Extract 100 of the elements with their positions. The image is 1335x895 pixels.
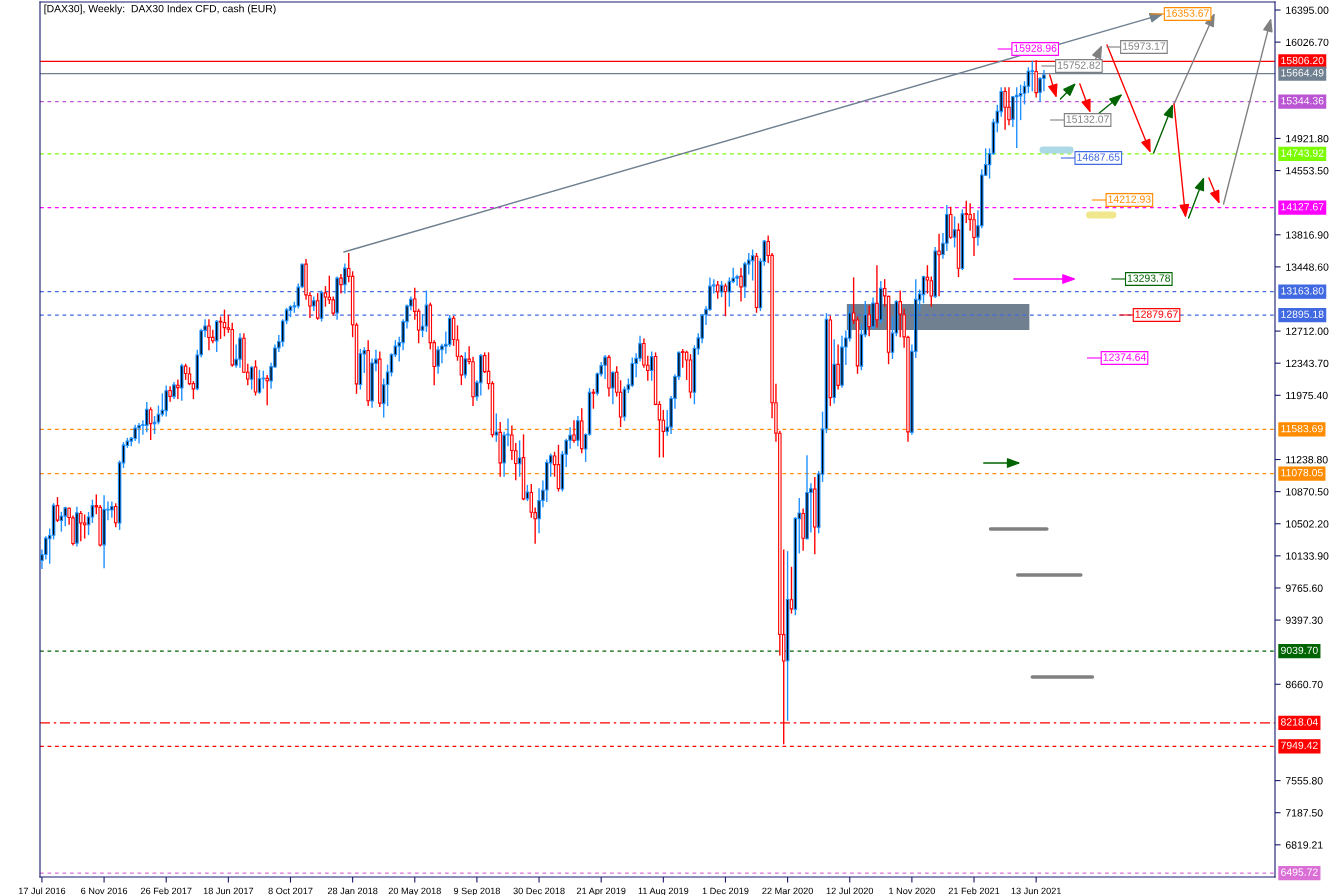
candlestick	[937, 233, 941, 297]
x-tick-label: 12 Jul 2020	[826, 887, 874, 895]
candlestick	[494, 413, 499, 442]
y-tick-label: 12712.00	[1286, 327, 1329, 335]
ref-line-label: 7949.42	[1281, 741, 1318, 750]
candlestick	[222, 309, 227, 337]
candlestick	[463, 352, 468, 379]
candlestick	[176, 379, 180, 400]
candlestick	[867, 305, 871, 337]
ref-line-label: 15344.36	[1281, 97, 1324, 105]
ref-line-label: 8218.04	[1281, 718, 1318, 726]
ref-line-label: 13163.80	[1281, 287, 1324, 295]
y-tick-label: 11238.80	[1286, 456, 1328, 464]
candlestick	[79, 511, 83, 542]
y-tick-label: 10870.50	[1286, 488, 1329, 496]
candlestick	[207, 319, 211, 351]
candlestick	[591, 388, 596, 409]
y-tick-label: 13448.60	[1286, 263, 1329, 271]
chart-title: [DAX30], Weekly: DAX30 Index CFD, cash (EUR)	[44, 4, 276, 15]
x-tick-label: 1 Nov 2020	[889, 887, 935, 895]
x-tick-label: 22 Mar 2020	[762, 887, 813, 895]
y-tick-label: 6819.21	[1285, 841, 1323, 849]
candlestick	[137, 422, 141, 444]
candlestick	[339, 273, 343, 294]
y-tick-label: 9765.60	[1285, 584, 1323, 592]
y-tick-label: 16395.00	[1286, 6, 1329, 14]
candlestick	[576, 416, 580, 447]
x-tick-label: 30 Dec 2018	[513, 887, 565, 895]
ref-line-label: 12895.18	[1281, 310, 1324, 318]
x-tick-label: 13 Jun 2021	[1011, 887, 1061, 895]
candlestick	[238, 333, 242, 368]
candlestick	[1003, 87, 1007, 130]
annotation: 12879.67	[1135, 310, 1178, 318]
x-tick-label: 28 Jan 2018	[327, 887, 378, 895]
y-tick-label: 7555.80	[1285, 777, 1323, 785]
ref-line-label: 15664.49	[1281, 69, 1324, 77]
candlestick	[952, 216, 957, 248]
annotation: 15132.07	[1066, 115, 1109, 123]
annotation: 15928.96	[1014, 44, 1057, 52]
candlestick	[164, 385, 168, 417]
ref-line-label: 6495.72	[1281, 868, 1318, 876]
annotation: 13293.78	[1127, 274, 1171, 282]
x-tick-label: 6 Nov 2016	[81, 887, 128, 895]
candlestick	[82, 514, 87, 539]
annotation: 12374.64	[1103, 353, 1146, 361]
annotation: 14687.65	[1077, 153, 1120, 161]
y-tick-label: 10133.90	[1286, 552, 1329, 560]
ref-line-label: 14743.92	[1281, 149, 1324, 157]
ref-line-label: 11583.69	[1281, 424, 1323, 433]
annotation: 16353.67	[1166, 9, 1209, 17]
candlestick	[1007, 87, 1011, 126]
y-tick-label: 13816.90	[1286, 231, 1329, 239]
candlestick	[179, 363, 184, 401]
x-tick-label: 26 Feb 2017	[140, 887, 192, 895]
candlestick	[323, 286, 328, 307]
y-tick-label: 9397.30	[1285, 616, 1323, 624]
y-tick-label: 14553.50	[1286, 167, 1329, 175]
x-tick-label: 9 Sep 2018	[453, 887, 500, 895]
candlestick	[90, 499, 95, 523]
candlestick	[789, 566, 794, 614]
ref-line-label: 15806.20	[1281, 56, 1324, 65]
x-tick-label: 18 Jun 2017	[203, 887, 254, 895]
x-tick-label: 11 Aug 2019	[638, 887, 689, 895]
ref-line-label: 11078.05	[1281, 468, 1323, 477]
candlestick	[343, 263, 347, 294]
candlestick	[836, 344, 840, 390]
candlestick	[148, 407, 153, 441]
candlestick	[218, 316, 223, 339]
x-tick-label: 21 Feb 2021	[948, 887, 1000, 895]
y-tick-label: 16026.70	[1286, 38, 1329, 46]
candlestick	[925, 265, 930, 294]
x-tick-label: 21 Apr 2019	[576, 887, 626, 895]
candlestick	[265, 375, 269, 406]
candlestick	[517, 440, 522, 477]
candlestick	[436, 346, 440, 374]
x-tick-label: 1 Dec 2019	[702, 887, 749, 895]
candlestick	[871, 297, 875, 330]
x-tick-label: 17 Jul 2016	[18, 887, 66, 895]
y-tick-label: 7187.50	[1285, 809, 1323, 817]
candlestick	[739, 267, 743, 302]
candlestick	[168, 386, 172, 402]
candlestick	[875, 265, 879, 328]
candlestick	[110, 501, 114, 518]
y-tick-label: 11975.40	[1286, 391, 1328, 400]
candlestick	[1030, 60, 1035, 92]
candlestick	[611, 371, 615, 405]
candlestick	[603, 354, 607, 380]
candlestick	[145, 402, 149, 433]
candlestick	[723, 283, 728, 317]
candlestick	[572, 420, 576, 443]
annotation: 14212.93	[1108, 195, 1151, 203]
candlestick	[424, 290, 429, 332]
y-tick-label: 14921.80	[1286, 134, 1329, 143]
ref-line-label: 9039.70	[1281, 646, 1318, 655]
y-tick-label: 8660.70	[1285, 680, 1323, 689]
candlestick	[214, 320, 219, 353]
candlestick	[1018, 84, 1023, 121]
candlestick	[727, 277, 732, 307]
annotation: 15973.17	[1123, 42, 1166, 50]
candlestick	[1014, 87, 1019, 149]
